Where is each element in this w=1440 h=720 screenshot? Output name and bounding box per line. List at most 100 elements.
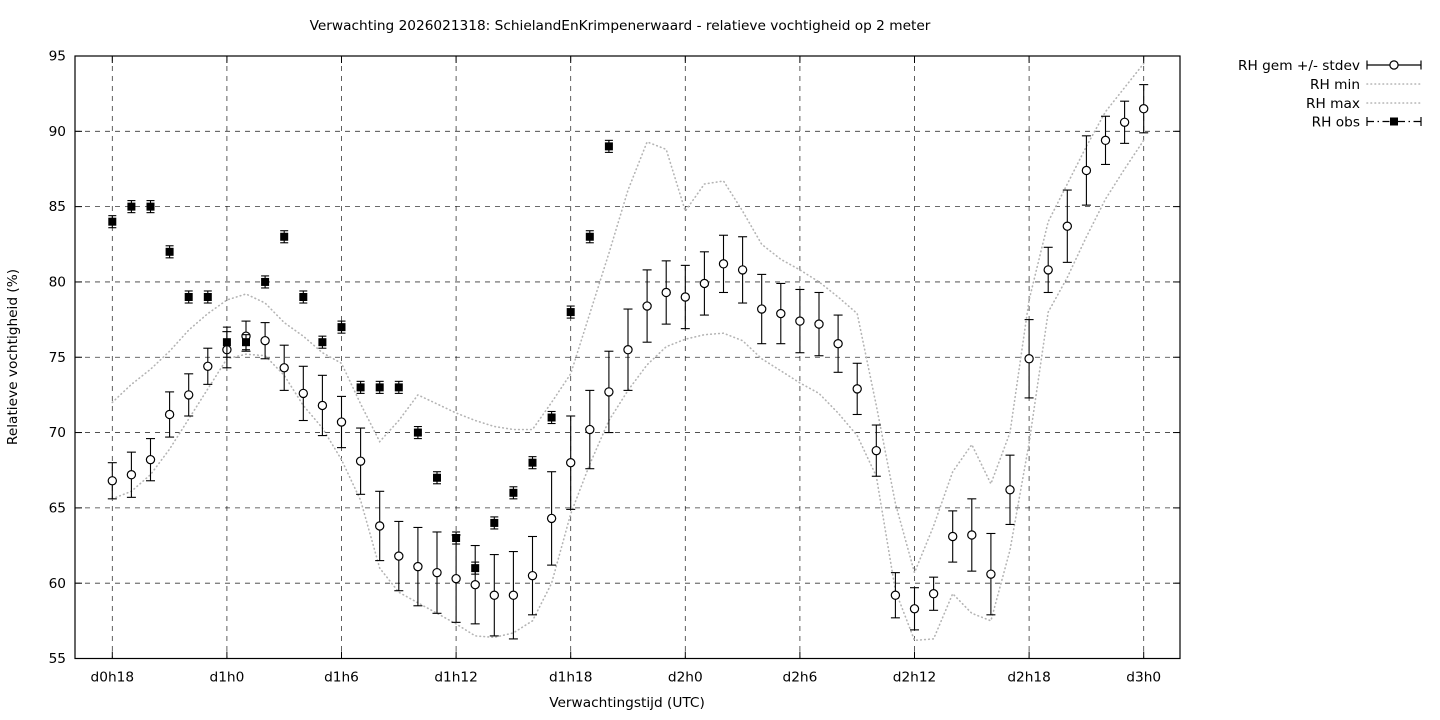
gem-point <box>1024 354 1034 364</box>
legend-item-rh-gem-stdev: RH gem +/- stdev <box>1238 58 1422 74</box>
gem-point <box>1062 221 1073 231</box>
obs-point <box>433 473 441 482</box>
x-axis-label: Verwachtingstijd (UTC) <box>549 695 705 711</box>
gem-point <box>928 589 939 599</box>
y-tick-label: 95 <box>49 49 66 65</box>
gem-point <box>432 567 442 578</box>
gem-point <box>967 530 977 540</box>
gem-point <box>795 316 805 326</box>
y-tick-label: 65 <box>49 500 66 516</box>
x-tick-label: d2h0 <box>668 670 703 686</box>
obs-point <box>509 488 518 497</box>
x-tick-label: d0h18 <box>91 670 135 686</box>
obs-point <box>146 202 155 211</box>
y-tick-label: 60 <box>49 576 66 592</box>
gem-point <box>145 454 156 465</box>
gem-point <box>833 338 843 349</box>
gem-point <box>1043 265 1053 275</box>
axis-layer: 55 60 65 70 75 80 85 90 95 d0h18 d1h0 d1h6 d1h12 d1h1… <box>49 49 1162 686</box>
gem-point <box>203 361 213 371</box>
gem-point <box>642 301 652 311</box>
gem-point <box>699 278 710 289</box>
obs-point <box>184 293 193 301</box>
chart-title: Verwachting 2026021318: SchielandEnKrimp… <box>310 18 931 34</box>
gem-point <box>871 445 882 456</box>
y-tick-label: 75 <box>49 350 66 366</box>
obs-point <box>337 323 346 332</box>
gem-point <box>661 287 671 298</box>
gem-point <box>566 457 576 468</box>
obs-point <box>108 217 117 226</box>
legend: RH gem +/- stdev RH min RH max RH obs <box>1238 58 1422 130</box>
gem-point <box>585 424 595 435</box>
gem-point <box>413 561 423 572</box>
gem-point <box>604 387 614 397</box>
gem-point <box>1081 165 1092 176</box>
x-tick-label: d1h6 <box>324 670 359 686</box>
x-tick-label: d3h0 <box>1126 670 1161 686</box>
obs-point <box>261 277 270 286</box>
y-tick-label: 80 <box>49 275 66 291</box>
obs-point <box>394 383 403 392</box>
gem-point <box>986 569 996 579</box>
gem-point <box>279 363 289 373</box>
gem-point <box>1119 117 1130 127</box>
legend-item-rh-min: RH min <box>1310 77 1422 93</box>
obs-point <box>280 232 289 241</box>
y-tick-label: 85 <box>49 199 66 215</box>
legend-label: RH gem +/- stdev <box>1238 58 1360 74</box>
gem-point <box>948 531 958 542</box>
obs-point <box>318 338 327 347</box>
gem-point <box>336 417 347 427</box>
gem-point <box>183 390 194 400</box>
gem-point <box>126 470 137 480</box>
gem-point <box>1100 135 1111 146</box>
gem-point <box>375 521 385 531</box>
gem-point <box>260 335 270 346</box>
x-tick-label: d2h18 <box>1007 670 1051 686</box>
obs-point <box>127 202 136 211</box>
gem-point <box>546 513 557 524</box>
obs-point <box>356 383 365 392</box>
gem-point <box>737 265 748 275</box>
gem-point <box>909 604 920 614</box>
x-tick-label: d1h18 <box>549 670 593 686</box>
gem-point <box>890 590 901 600</box>
gem-point <box>470 579 480 590</box>
obs-point <box>165 247 174 256</box>
obs-point <box>222 338 231 347</box>
obs-point <box>413 428 422 437</box>
obs-point <box>585 232 594 241</box>
legend-open-circle-marker <box>1389 60 1399 70</box>
gem-point <box>508 590 519 600</box>
gem-point <box>298 388 308 399</box>
legend-label: RH min <box>1310 77 1360 93</box>
gem-point <box>718 259 729 269</box>
gem-point <box>355 456 366 466</box>
obs-point <box>452 534 461 542</box>
gem-point <box>680 292 691 302</box>
obs-point <box>547 413 556 422</box>
gem-point <box>317 400 328 411</box>
y-tick-label: 90 <box>49 124 66 140</box>
y-tick-label: 55 <box>49 651 66 667</box>
y-axis-label: Relatieve vochtigheid (%) <box>5 269 21 445</box>
grid-layer <box>75 56 1180 659</box>
x-tick-label: d1h12 <box>434 670 478 686</box>
gem-point <box>164 409 175 420</box>
obs-point <box>566 308 575 317</box>
legend-label: RH obs <box>1312 114 1360 130</box>
legend-item-rh-obs: RH obs <box>1312 114 1422 130</box>
gem-point <box>776 308 786 319</box>
obs-point <box>604 142 613 151</box>
x-tick-label: d2h6 <box>783 670 818 686</box>
obs-point <box>203 293 212 301</box>
gem-point <box>107 476 118 486</box>
legend-filled-square-marker <box>1390 117 1398 126</box>
gem-point <box>757 304 767 314</box>
obs-point <box>242 338 250 347</box>
gem-point <box>1005 485 1015 495</box>
obs-point <box>528 458 537 467</box>
